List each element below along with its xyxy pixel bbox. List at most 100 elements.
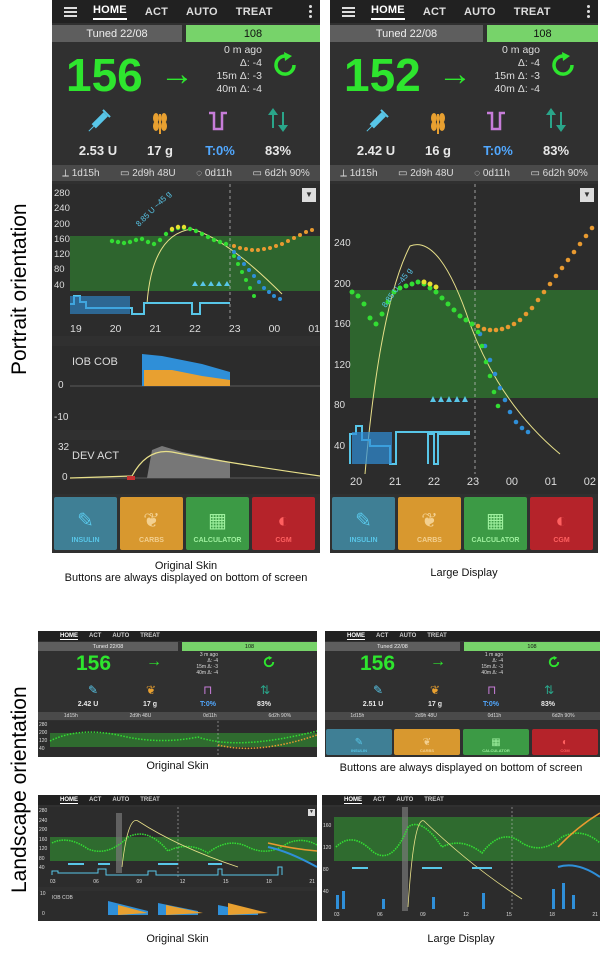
temp-basal-icon: ⊓	[487, 683, 497, 697]
bg-graph[interactable]: 280 240 200 160 120 80 40 19 20 21 22 23 00 01 8.85 …	[52, 184, 320, 336]
bg-graph[interactable]: 280 200 120 40	[38, 721, 317, 757]
trend-arrow: →	[146, 653, 162, 670]
autosens-arrows-icon: ⇅	[260, 683, 271, 697]
profile-button[interactable]: Tuned 22/08	[52, 25, 182, 42]
trend-arrow: →	[438, 55, 472, 93]
cgm-button[interactable]: ◐ CGM	[532, 729, 598, 755]
tab-act[interactable]: ACT	[89, 797, 102, 803]
tab-treat[interactable]: TREAT	[235, 5, 273, 18]
tab-treat[interactable]: TREAT	[424, 797, 444, 803]
carbs-button-icon: ❦	[143, 510, 160, 532]
tab-auto[interactable]: AUTO	[464, 5, 496, 18]
tab-treat[interactable]: TREAT	[140, 633, 160, 639]
sensitivity-value: 83%	[256, 701, 271, 708]
trend-arrow: →	[430, 653, 446, 670]
bg-graph-large[interactable]: 240 200 160 120 80 40 20 21 22 23 00 01 02 8.85 U ~…	[330, 184, 598, 494]
dev-axis-top: 32	[58, 442, 70, 453]
delta-40m: 40m Δ: -4	[216, 83, 262, 95]
profile-button[interactable]: Tuned 22/08	[330, 25, 483, 42]
syringe-icon: ✎	[88, 683, 99, 697]
tab-act[interactable]: ACT	[373, 797, 386, 803]
bg-x-axis: 20 21 22 23 00 01 02	[350, 476, 596, 488]
tab-act[interactable]: ACT	[144, 5, 169, 18]
sensitivity-value: 83%	[264, 143, 292, 158]
loop-icon[interactable]	[547, 655, 561, 669]
caption-landscape-original-a: Original Skin	[146, 760, 209, 772]
tab-home[interactable]: HOME	[60, 632, 78, 640]
cgm-button[interactable]: ◐ CGM	[530, 497, 593, 550]
profile-button[interactable]: Tuned 22/08	[38, 642, 178, 651]
tab-auto[interactable]: AUTO	[399, 633, 417, 639]
status-bar: 1d15h 2d9h 48U 0d11h 6d2h 90%	[38, 712, 317, 720]
tbr-value: T:0%	[483, 143, 513, 158]
carbs-button[interactable]: ❦ CARBS	[398, 497, 461, 550]
battery-status: ▭ 6d2h 90%	[252, 167, 310, 179]
bg-graph[interactable]: 280 240 200 160 120 80 40 03 06 09 12 15 18 21 ▼	[38, 807, 317, 887]
tab-treat[interactable]: TREAT	[427, 633, 447, 639]
profile-button[interactable]: Tuned 22/08	[325, 642, 460, 651]
tab-home[interactable]: HOME	[371, 4, 405, 20]
tab-home[interactable]: HOME	[93, 4, 127, 20]
bg-y-axis: 160 120 80 40	[323, 823, 332, 895]
iob-value: 2.51 U	[362, 701, 384, 708]
tab-home[interactable]: HOME	[60, 796, 78, 804]
tab-home[interactable]: HOME	[347, 632, 365, 640]
cgm-button-icon: ◐	[277, 510, 290, 532]
carbs-wheat-icon: ❦	[430, 683, 441, 697]
tab-treat[interactable]: TREAT	[513, 5, 551, 18]
insulin-button[interactable]: ✎ INSULIN	[326, 729, 392, 755]
iob-cob-graph[interactable]: IOB COB 10 0	[38, 891, 317, 921]
delta-40m: 40m Δ: -4	[494, 83, 540, 95]
tab-auto[interactable]: AUTO	[112, 797, 130, 803]
tab-act[interactable]: ACT	[422, 5, 447, 18]
cgm-button-icon: ◐	[555, 510, 568, 532]
tab-auto[interactable]: AUTO	[186, 5, 218, 18]
overflow-menu-icon[interactable]	[587, 5, 590, 20]
tab-treat[interactable]: TREAT	[140, 797, 160, 803]
dev-act-svg	[69, 446, 320, 480]
bg-graph-large[interactable]: 160 120 80 40 03 06 09 12 15 18 21	[322, 807, 600, 921]
loop-icon[interactable]	[270, 50, 300, 80]
hamburger-menu-icon[interactable]	[64, 5, 77, 19]
iob-cob-label: IOB COB	[52, 895, 73, 901]
calculator-button[interactable]: ▦ CALCULATOR	[186, 497, 249, 550]
target-button[interactable]: 108	[487, 25, 598, 42]
tab-home[interactable]: HOME	[344, 796, 362, 804]
iob-cob-graph[interactable]: IOB COB 0 -10	[52, 346, 320, 430]
landscape-large-graph-screen: HOME ACT AUTO TREAT 160 120 80 40 03 06 09 12 1…	[322, 795, 600, 921]
calculator-button[interactable]: ▦ CALCULATOR	[463, 729, 529, 755]
tab-act[interactable]: ACT	[89, 633, 102, 639]
bg-y-axis: 280 200 120 40	[39, 722, 48, 752]
insulin-button[interactable]: ✎ INSULIN	[332, 497, 395, 550]
cob-value: 17 g	[142, 701, 157, 708]
carbs-button[interactable]: ❦ CARBS	[394, 729, 460, 755]
graph-menu-button[interactable]: ▼	[302, 188, 316, 202]
carbs-button-icon: ❦	[422, 737, 432, 748]
dev-act-graph[interactable]: DEV ACT 32 0	[52, 440, 320, 494]
calculator-button[interactable]: ▦ CALCULATOR	[464, 497, 527, 550]
graph-menu-button[interactable]: ▼	[308, 809, 315, 816]
bg-graph-large-svg	[349, 184, 598, 475]
autosens-arrows-icon: ⇅	[544, 683, 555, 697]
cgm-button[interactable]: ◐ CGM	[252, 497, 315, 550]
loop-icon[interactable]	[548, 50, 578, 80]
loop-icon[interactable]	[262, 655, 276, 669]
bg-value: 156	[76, 652, 112, 675]
portrait-large-screen: HOME ACT AUTO TREAT Tuned 22/08 108 152 …	[330, 0, 598, 553]
tbr-value: T:0%	[483, 701, 499, 708]
tab-act[interactable]: ACT	[376, 633, 389, 639]
hamburger-menu-icon[interactable]	[342, 5, 355, 19]
target-button[interactable]: 108	[182, 642, 317, 651]
carbs-button[interactable]: ❦ CARBS	[120, 497, 183, 550]
overflow-menu-icon[interactable]	[309, 5, 312, 20]
sensor-age: ◌ 0d11h	[474, 167, 510, 179]
graph-menu-button[interactable]: ▼	[580, 188, 594, 202]
reservoir-status: ▭ 2d9h 48U	[398, 167, 454, 179]
insulin-button-icon: ✎	[354, 737, 364, 748]
tab-auto[interactable]: AUTO	[396, 797, 414, 803]
insulin-button[interactable]: ✎ INSULIN	[54, 497, 117, 550]
tab-auto[interactable]: AUTO	[112, 633, 130, 639]
target-button[interactable]: 108	[464, 642, 600, 651]
top-navbar: HOME ACT AUTO TREAT	[52, 0, 320, 23]
target-button[interactable]: 108	[186, 25, 320, 42]
